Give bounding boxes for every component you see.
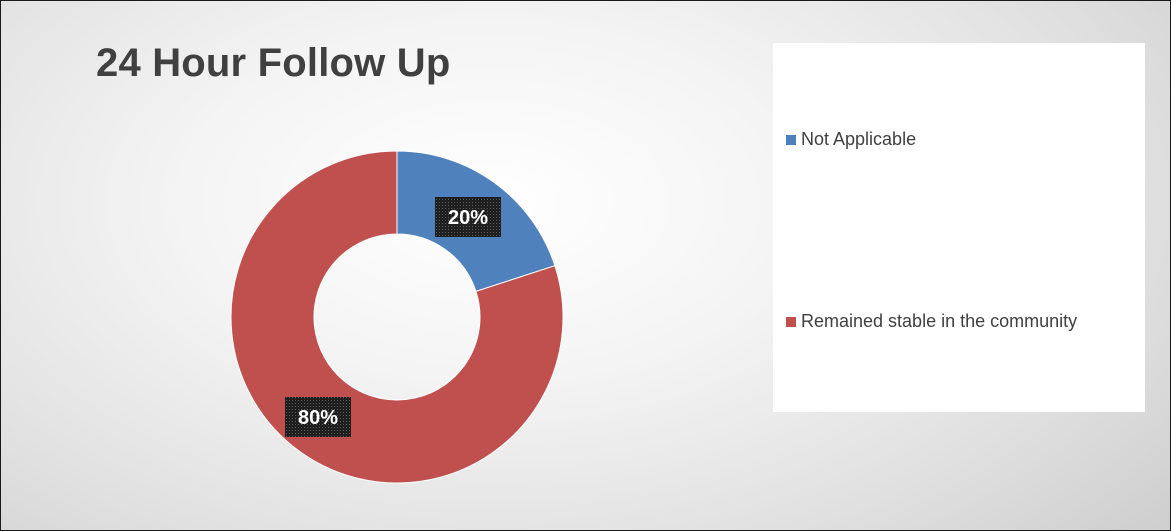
legend-item-not-applicable: Not Applicable: [786, 129, 916, 150]
data-labels-group: 20% 80%: [285, 197, 501, 437]
legend: Not Applicable Remained stable in the co…: [773, 43, 1145, 412]
slices-group: [230, 150, 564, 484]
data-label-not-applicable: 20%: [435, 197, 501, 237]
data-label-remained-stable-box: [285, 397, 351, 437]
data-label-remained-stable: 80%: [285, 397, 351, 437]
legend-item-remained-stable: Remained stable in the community: [786, 311, 1077, 332]
data-label-not-applicable-box: [435, 197, 501, 237]
data-label-remained-stable-text: 80%: [298, 407, 338, 429]
data-label-not-applicable-text: 20%: [448, 207, 488, 229]
legend-label-remained-stable: Remained stable in the community: [801, 311, 1078, 331]
legend-label-not-applicable: Not Applicable: [801, 129, 917, 149]
legend-swatch-not-applicable: [786, 134, 796, 145]
chart-title: 24 Hour Follow Up: [96, 41, 451, 85]
legend-swatch-remained-stable: [786, 316, 796, 327]
